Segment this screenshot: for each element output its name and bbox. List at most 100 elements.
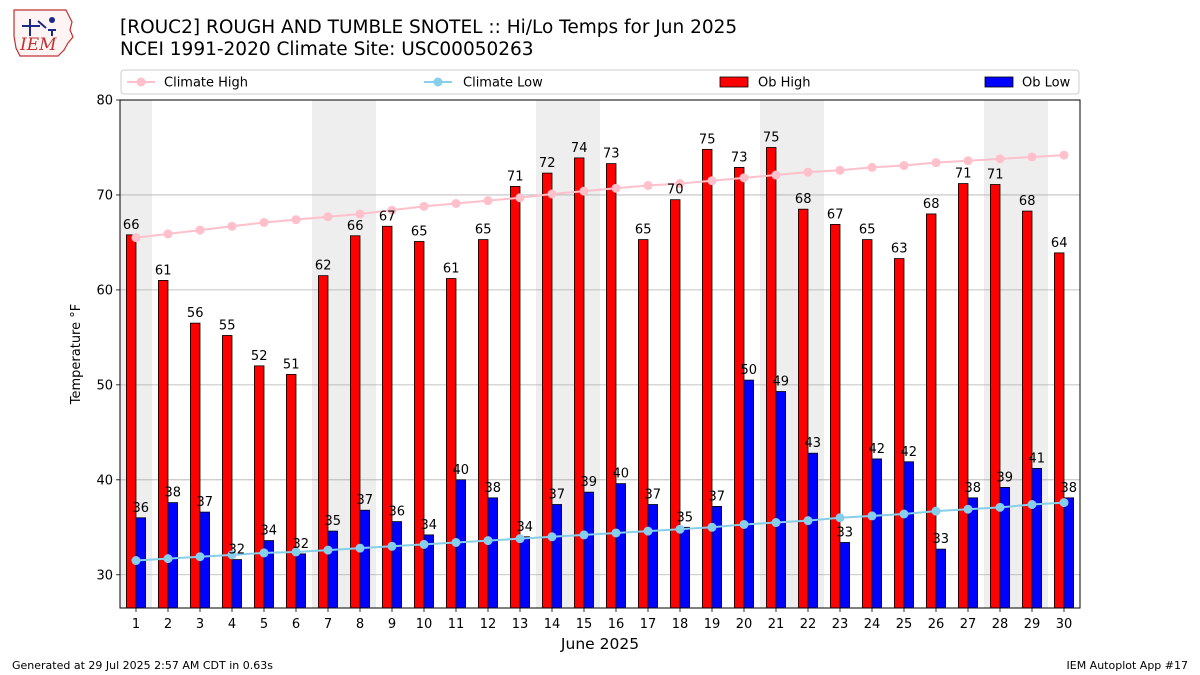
ob-high-bar <box>445 278 457 609</box>
ob-high-value-label: 66 <box>347 219 364 234</box>
ob-low-value-label: 37 <box>645 488 662 503</box>
x-tick-label: 3 <box>196 617 204 632</box>
ob-low-bar <box>871 458 883 609</box>
ob-low-bar <box>679 526 691 609</box>
climate-low-point <box>611 528 621 538</box>
climate-low-point <box>515 534 525 544</box>
y-tick-label: 80 <box>96 94 113 109</box>
ob-high-value-label: 62 <box>315 259 332 274</box>
ob-low-value-label: 39 <box>997 470 1014 485</box>
climate-high-point <box>931 158 941 168</box>
x-tick-label: 17 <box>640 617 657 632</box>
x-tick-label: 8 <box>356 617 364 632</box>
ob-low-bar <box>551 504 563 609</box>
climate-low-point <box>579 530 589 540</box>
ob-high-bar <box>381 225 393 609</box>
ob-high-bar <box>606 163 617 609</box>
climate-low-line <box>135 501 1065 562</box>
climate-low-point <box>163 554 173 564</box>
ob-low-value-label: 37 <box>549 488 566 503</box>
ob-low-value-label: 33 <box>933 532 950 547</box>
ob-high-value-label: 65 <box>475 223 492 238</box>
climate-high-point <box>739 173 749 183</box>
climate-high-point <box>387 205 397 215</box>
climate-high-point <box>547 189 557 199</box>
climate-low-point <box>963 504 973 514</box>
ob-low-bar <box>1063 497 1075 609</box>
climate-high-point <box>707 176 717 186</box>
ob-high-bar <box>1022 210 1033 609</box>
ob-high-value-label: 55 <box>219 318 236 333</box>
ob-high-value-label: 71 <box>987 168 1004 183</box>
x-tick-label: 14 <box>544 617 561 632</box>
ob-high-value-label: 65 <box>635 223 652 238</box>
ob-low-bar <box>359 509 371 609</box>
ob-high-value-label: 71 <box>507 169 524 184</box>
climate-high-point <box>291 215 301 225</box>
climate-low-point <box>931 506 941 516</box>
ob-low-value-label: 37 <box>357 493 374 508</box>
ob-high-bar <box>126 234 137 609</box>
ob-high-bar <box>542 172 553 609</box>
ob-low-value-label: 35 <box>677 510 694 525</box>
ob-high-bar <box>1054 252 1065 609</box>
ob-high-bar <box>830 223 841 609</box>
legend-ob-low-swatch <box>984 76 1014 88</box>
x-tick-label: 29 <box>1024 617 1041 632</box>
climate-low-point <box>707 522 717 532</box>
y-tick-label: 40 <box>96 473 113 488</box>
ob-high-value-label: 72 <box>539 156 556 171</box>
ob-low-value-label: 40 <box>613 467 630 482</box>
ob-low-bar <box>839 542 851 609</box>
x-tick-label: 25 <box>896 617 913 632</box>
ob-low-bar <box>295 553 307 609</box>
climate-high-point <box>419 201 429 211</box>
ob-high-bar <box>926 213 937 609</box>
x-tick-label: 30 <box>1056 617 1073 632</box>
y-tick-label: 50 <box>96 378 113 393</box>
ob-low-value-label: 33 <box>837 525 854 540</box>
climate-low-point <box>131 556 141 566</box>
x-tick-label: 6 <box>292 617 300 632</box>
generated-timestamp: Generated at 29 Jul 2025 2:57 AM CDT in … <box>12 659 273 672</box>
legend-climate-low-marker <box>433 77 443 87</box>
ob-low-bar <box>391 521 403 609</box>
ob-low-bar <box>743 379 755 609</box>
ob-low-value-label: 34 <box>261 524 278 539</box>
ob-high-value-label: 71 <box>955 167 972 182</box>
ob-high-value-label: 51 <box>283 357 300 372</box>
ob-high-bar <box>862 239 873 609</box>
climate-high-point <box>899 161 909 171</box>
ob-low-bar <box>231 559 243 609</box>
ob-low-bar <box>967 497 979 609</box>
climate-low-point <box>1059 498 1069 508</box>
ob-low-value-label: 38 <box>1061 481 1078 496</box>
climate-high-point <box>835 165 845 175</box>
ob-high-bar <box>253 365 265 609</box>
climate-high-point <box>131 233 141 243</box>
climate-high-point <box>1027 152 1037 162</box>
ob-low-value-label: 43 <box>805 436 822 451</box>
ob-low-value-label: 35 <box>325 514 342 529</box>
x-axis-title: June 2025 <box>560 635 639 653</box>
ob-low-value-label: 41 <box>1029 451 1046 466</box>
ob-high-value-label: 63 <box>891 242 908 257</box>
ob-high-value-label: 73 <box>731 150 748 165</box>
climate-low-point <box>899 509 909 519</box>
climate-high-point <box>323 212 333 222</box>
ob-high-value-label: 61 <box>443 262 460 277</box>
ob-high-value-label: 70 <box>667 183 684 198</box>
ob-high-bar <box>638 239 649 609</box>
x-tick-label: 9 <box>388 617 396 632</box>
weather-station-icon <box>22 19 56 36</box>
ob-low-value-label: 32 <box>293 537 310 552</box>
ob-high-value-label: 68 <box>1019 194 1036 209</box>
climate-low-point <box>675 524 685 534</box>
x-tick-label: 16 <box>608 617 625 632</box>
legend-ob-high-swatch <box>719 76 749 88</box>
x-tick-label: 28 <box>992 617 1009 632</box>
climate-low-point <box>355 543 365 553</box>
chart-title: [ROUC2] ROUGH AND TUMBLE SNOTEL :: Hi/Lo… <box>120 17 738 38</box>
climate-high-point <box>451 198 461 208</box>
logo-text: IEM <box>19 35 57 55</box>
